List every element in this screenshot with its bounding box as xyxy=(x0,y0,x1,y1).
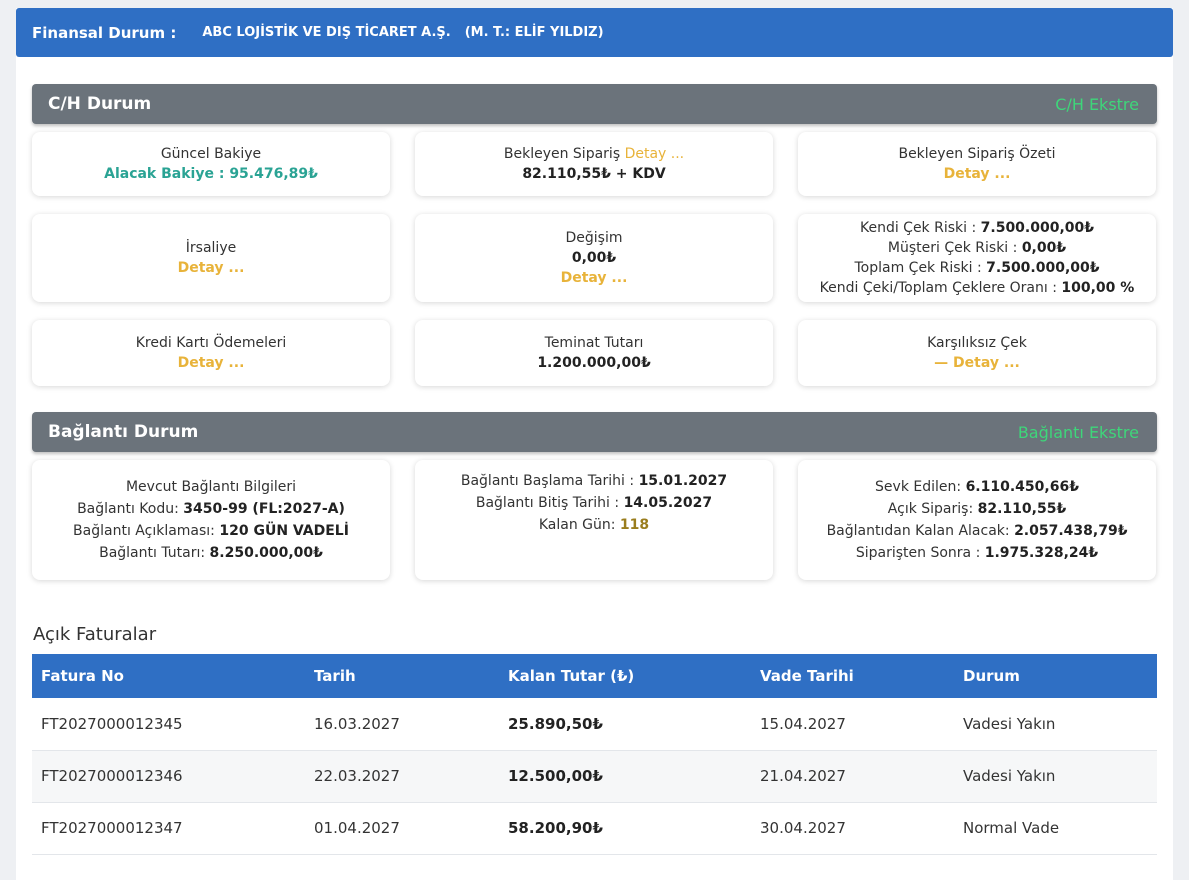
col-kalan-tutar[interactable]: Kalan Tutar (₺) xyxy=(499,654,751,698)
kalan-alacak-label: Bağlantıdan Kalan Alacak: xyxy=(826,523,1010,539)
table-row[interactable]: FT2027000012346 22.03.2027 12.500,00₺ 21… xyxy=(32,750,1157,803)
degisim-detay-link[interactable]: Detay ... xyxy=(560,270,628,286)
bekleyen-siparis-detay-link[interactable]: Detay ... xyxy=(624,146,685,162)
bekleyen-siparis-label: Bekleyen Sipariş xyxy=(503,146,621,162)
table-row[interactable]: FT2027000012345 16.03.2027 25.890,50₺ 15… xyxy=(32,698,1157,751)
baglanti-tutar-card: Sevk Edilen: 6.110.450,66₺ Açık Sipariş:… xyxy=(798,460,1156,580)
kalan-tutar-cell: 25.890,50₺ xyxy=(499,698,751,751)
bekleyen-siparis-card: Bekleyen Sipariş Detay ... 82.110,55₺ + … xyxy=(415,132,773,196)
kalan-gun-label: Kalan Gün: xyxy=(538,517,616,533)
kalan-tutar-cell: 58.200,90₺ xyxy=(499,802,751,855)
degisim-card: Değişim 0,00₺ Detay ... xyxy=(415,214,773,302)
baglanti-tarih-card: Bağlantı Başlama Tarihi : 15.01.2027 Bağ… xyxy=(415,460,773,580)
baglanti-section-header: Bağlantı Durum Bağlantı Ekstre xyxy=(32,412,1157,452)
kredi-karti-card: Kredi Kartı Ödemeleri Detay ... xyxy=(32,320,390,386)
degisim-value: 0,00₺ xyxy=(571,250,617,266)
baglanti-kodu-value: 3450-99 (FL:2027-A) xyxy=(183,501,345,517)
kalan-gun-value: 118 xyxy=(619,517,650,533)
siparisten-sonra-value: 1.975.328,24₺ xyxy=(984,545,1099,561)
col-fatura-no[interactable]: Fatura No xyxy=(32,654,305,698)
kalan-alacak-value: 2.057.438,79₺ xyxy=(1014,523,1128,539)
teminat-label: Teminat Tutarı xyxy=(544,335,644,351)
baglanti-kodu-label: Bağlantı Kodu: xyxy=(77,501,179,517)
toplam-cek-riski-value: 7.500.000,00₺ xyxy=(986,260,1100,276)
rep-name: (M. T.: ELİF YILDIZ) xyxy=(464,25,604,40)
bekleyen-siparis-value: 82.110,55₺ + KDV xyxy=(522,166,666,182)
acik-siparis-label: Açık Sipariş: xyxy=(887,501,974,517)
musteri-cek-riski-value: 0,00₺ xyxy=(1021,240,1067,256)
baglanti-aciklama-label: Bağlantı Açıklaması: xyxy=(73,523,215,539)
ch-section-title: C/H Durum xyxy=(48,94,152,114)
baglanti-tutari-label: Bağlantı Tutarı: xyxy=(99,545,206,561)
irsaliye-detay-link[interactable]: Detay ... xyxy=(177,260,245,276)
kendi-cek-riski-label: Kendi Çek Riski : xyxy=(859,220,977,236)
col-vade-tarihi[interactable]: Vade Tarihi xyxy=(751,654,954,698)
baslama-tarihi-value: 15.01.2027 xyxy=(638,473,728,489)
sevk-edilen-value: 6.110.450,66₺ xyxy=(965,479,1079,495)
vade-tarihi-cell: 30.04.2027 xyxy=(751,802,954,855)
sevk-edilen-label: Sevk Edilen: xyxy=(875,479,962,495)
acik-siparis-value: 82.110,55₺ xyxy=(977,501,1067,517)
table-row[interactable]: FT2027000012347 01.04.2027 58.200,90₺ 30… xyxy=(32,802,1157,855)
karsiliksiz-cek-card: Karşılıksız Çek — Detay ... xyxy=(798,320,1156,386)
invoice-table-header: Fatura No Tarih Kalan Tutar (₺) Vade Tar… xyxy=(32,654,1157,698)
bitis-tarihi-label: Bağlantı Bitiş Tarihi : xyxy=(475,495,620,511)
baglanti-section-title: Bağlantı Durum xyxy=(48,422,199,442)
kalan-tutar-cell: 12.500,00₺ xyxy=(499,750,751,803)
fatura-no-cell: FT2027000012347 xyxy=(32,802,305,855)
col-tarih[interactable]: Tarih xyxy=(305,654,499,698)
irsaliye-card: İrsaliye Detay ... xyxy=(32,214,390,302)
toplam-cek-riski-label: Toplam Çek Riski : xyxy=(854,260,982,276)
kendi-cek-riski-value: 7.500.000,00₺ xyxy=(980,220,1095,236)
guncel-bakiye-value: Alacak Bakiye : 95.476,89₺ xyxy=(104,166,318,182)
header-bar: Finansal Durum : ABC LOJİSTİK VE DIŞ TİC… xyxy=(16,8,1173,57)
header-title: Finansal Durum : xyxy=(32,23,177,42)
siparisten-sonra-label: Siparişten Sonra : xyxy=(855,545,981,561)
fatura-no-cell: FT2027000012345 xyxy=(32,698,305,751)
baslama-tarihi-label: Bağlantı Başlama Tarihi : xyxy=(460,473,635,489)
karsiliksiz-cek-label: Karşılıksız Çek xyxy=(927,335,1027,351)
baglanti-tutari-value: 8.250.000,00₺ xyxy=(209,545,323,561)
kredi-karti-detay-link[interactable]: Detay ... xyxy=(177,355,245,371)
baglanti-bilgi-title: Mevcut Bağlantı Bilgileri xyxy=(125,479,297,495)
durum-cell: Vadesi Yakın xyxy=(954,698,1157,751)
fatura-no-cell: FT2027000012346 xyxy=(32,750,305,803)
acik-faturalar-title: Açık Faturalar xyxy=(33,624,157,645)
kredi-karti-label: Kredi Kartı Ödemeleri xyxy=(135,335,287,351)
guncel-bakiye-label: Güncel Bakiye xyxy=(160,146,262,162)
bitis-tarihi-value: 14.05.2027 xyxy=(623,495,713,511)
cek-orani-value: 100,00 % xyxy=(1061,280,1135,296)
baglanti-ekstre-link[interactable]: Bağlantı Ekstre xyxy=(1017,422,1139,442)
ch-ekstre-link[interactable]: C/H Ekstre xyxy=(1055,94,1139,114)
ch-section-header: C/H Durum C/H Ekstre xyxy=(32,84,1157,124)
guncel-bakiye-card: Güncel Bakiye Alacak Bakiye : 95.476,89₺ xyxy=(32,132,390,196)
col-durum[interactable]: Durum xyxy=(954,654,1157,698)
baglanti-aciklama-value: 120 GÜN VADELİ xyxy=(219,523,349,539)
durum-cell: Vadesi Yakın xyxy=(954,750,1157,803)
invoice-table: Fatura No Tarih Kalan Tutar (₺) Vade Tar… xyxy=(32,654,1157,855)
tarih-cell: 01.04.2027 xyxy=(305,802,499,855)
degisim-label: Değişim xyxy=(565,230,623,246)
teminat-value: 1.200.000,00₺ xyxy=(537,355,651,371)
tarih-cell: 16.03.2027 xyxy=(305,698,499,751)
vade-tarihi-cell: 21.04.2027 xyxy=(751,750,954,803)
siparis-ozeti-label: Bekleyen Sipariş Özeti xyxy=(898,146,1056,162)
cek-orani-label: Kendi Çeki/Toplam Çeklere Oranı : xyxy=(819,280,1057,296)
page: Finansal Durum : ABC LOJİSTİK VE DIŞ TİC… xyxy=(16,8,1173,880)
siparis-ozeti-card: Bekleyen Sipariş Özeti Detay ... xyxy=(798,132,1156,196)
siparis-ozeti-detay-link[interactable]: Detay ... xyxy=(943,166,1011,182)
cek-risk-card: Kendi Çek Riski : 7.500.000,00₺ Müşteri … xyxy=(798,214,1156,302)
baglanti-bilgi-card: Mevcut Bağlantı Bilgileri Bağlantı Kodu:… xyxy=(32,460,390,580)
irsaliye-label: İrsaliye xyxy=(185,240,237,256)
durum-cell: Normal Vade xyxy=(954,802,1157,855)
company-name: ABC LOJİSTİK VE DIŞ TİCARET A.Ş. xyxy=(202,25,451,40)
tarih-cell: 22.03.2027 xyxy=(305,750,499,803)
musteri-cek-riski-label: Müşteri Çek Riski : xyxy=(887,240,1018,256)
vade-tarihi-cell: 15.04.2027 xyxy=(751,698,954,751)
teminat-card: Teminat Tutarı 1.200.000,00₺ xyxy=(415,320,773,386)
karsiliksiz-cek-detay-link[interactable]: — Detay ... xyxy=(934,355,1020,371)
